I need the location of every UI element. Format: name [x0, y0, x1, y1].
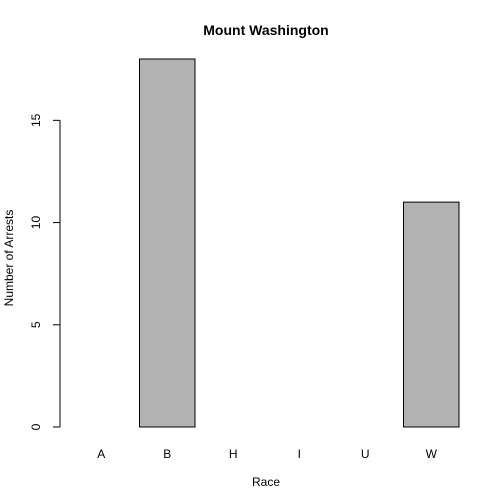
y-tick-label: 5	[29, 321, 43, 328]
chart-title: Mount Washington	[203, 22, 328, 38]
y-tick-label: 10	[29, 216, 43, 230]
bars-group	[139, 58, 460, 428]
y-axis-label: Number of Arrests	[2, 210, 16, 307]
x-tick-label: W	[426, 447, 438, 461]
bar-w	[403, 201, 460, 428]
y-tick-label: 0	[29, 423, 43, 430]
x-tick-label: U	[361, 447, 370, 461]
x-tick-label: H	[229, 447, 238, 461]
x-tick-label: B	[163, 447, 171, 461]
y-tick-label: 15	[29, 113, 43, 127]
y-axis: 0 5 10 15	[29, 113, 61, 430]
x-tick-label: A	[97, 447, 105, 461]
bar-b	[139, 58, 196, 428]
x-axis-label: Race	[252, 475, 280, 489]
x-tick-label: I	[298, 447, 301, 461]
